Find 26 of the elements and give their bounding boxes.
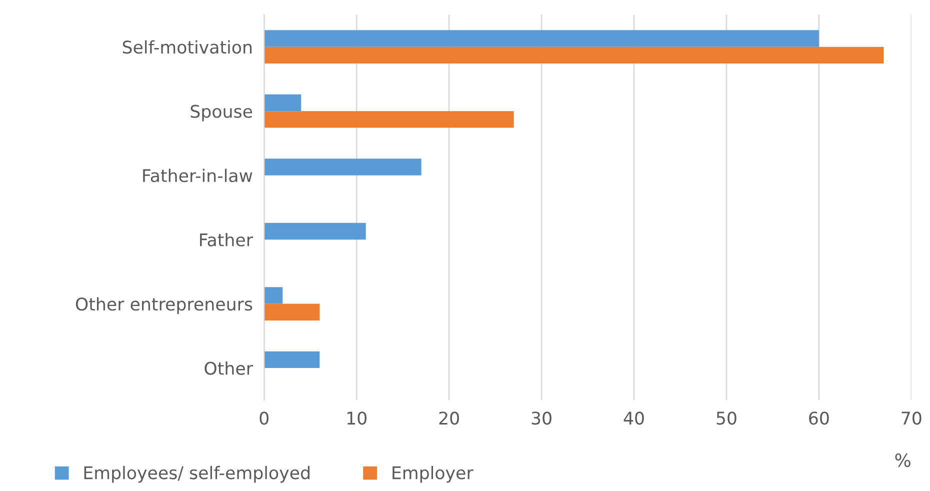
x-tick-label: 70 — [902, 412, 922, 425]
bar — [264, 111, 514, 128]
bar — [264, 30, 819, 47]
bar — [264, 287, 283, 304]
y-tick-label: Self-motivation — [122, 40, 252, 54]
x-tick-label: 30 — [532, 412, 552, 425]
legend-label: Employer — [392, 466, 474, 483]
x-tick-label: 20 — [439, 412, 459, 425]
bar — [264, 94, 302, 112]
x-tick-label: 60 — [809, 412, 829, 425]
y-tick-label: Other — [204, 361, 254, 375]
bar — [264, 158, 422, 176]
bar — [264, 46, 884, 64]
x-tick-label: 50 — [716, 412, 736, 425]
y-tick-label: Other entrepreneurs — [76, 297, 252, 314]
bar — [264, 304, 320, 321]
x-tick-label: 10 — [347, 412, 366, 425]
x-tick-label: 40 — [624, 412, 644, 425]
x-tick-label: 0 — [260, 412, 268, 425]
y-tick-label: Father — [200, 232, 254, 246]
bar — [264, 222, 366, 240]
bar — [264, 351, 320, 368]
y-tick-label: Spouse — [190, 104, 252, 122]
y-tick-label: Father-in-law — [143, 168, 252, 182]
x-axis-title: % — [895, 453, 910, 468]
legend-label: Employees/ self-employed — [84, 466, 310, 483]
